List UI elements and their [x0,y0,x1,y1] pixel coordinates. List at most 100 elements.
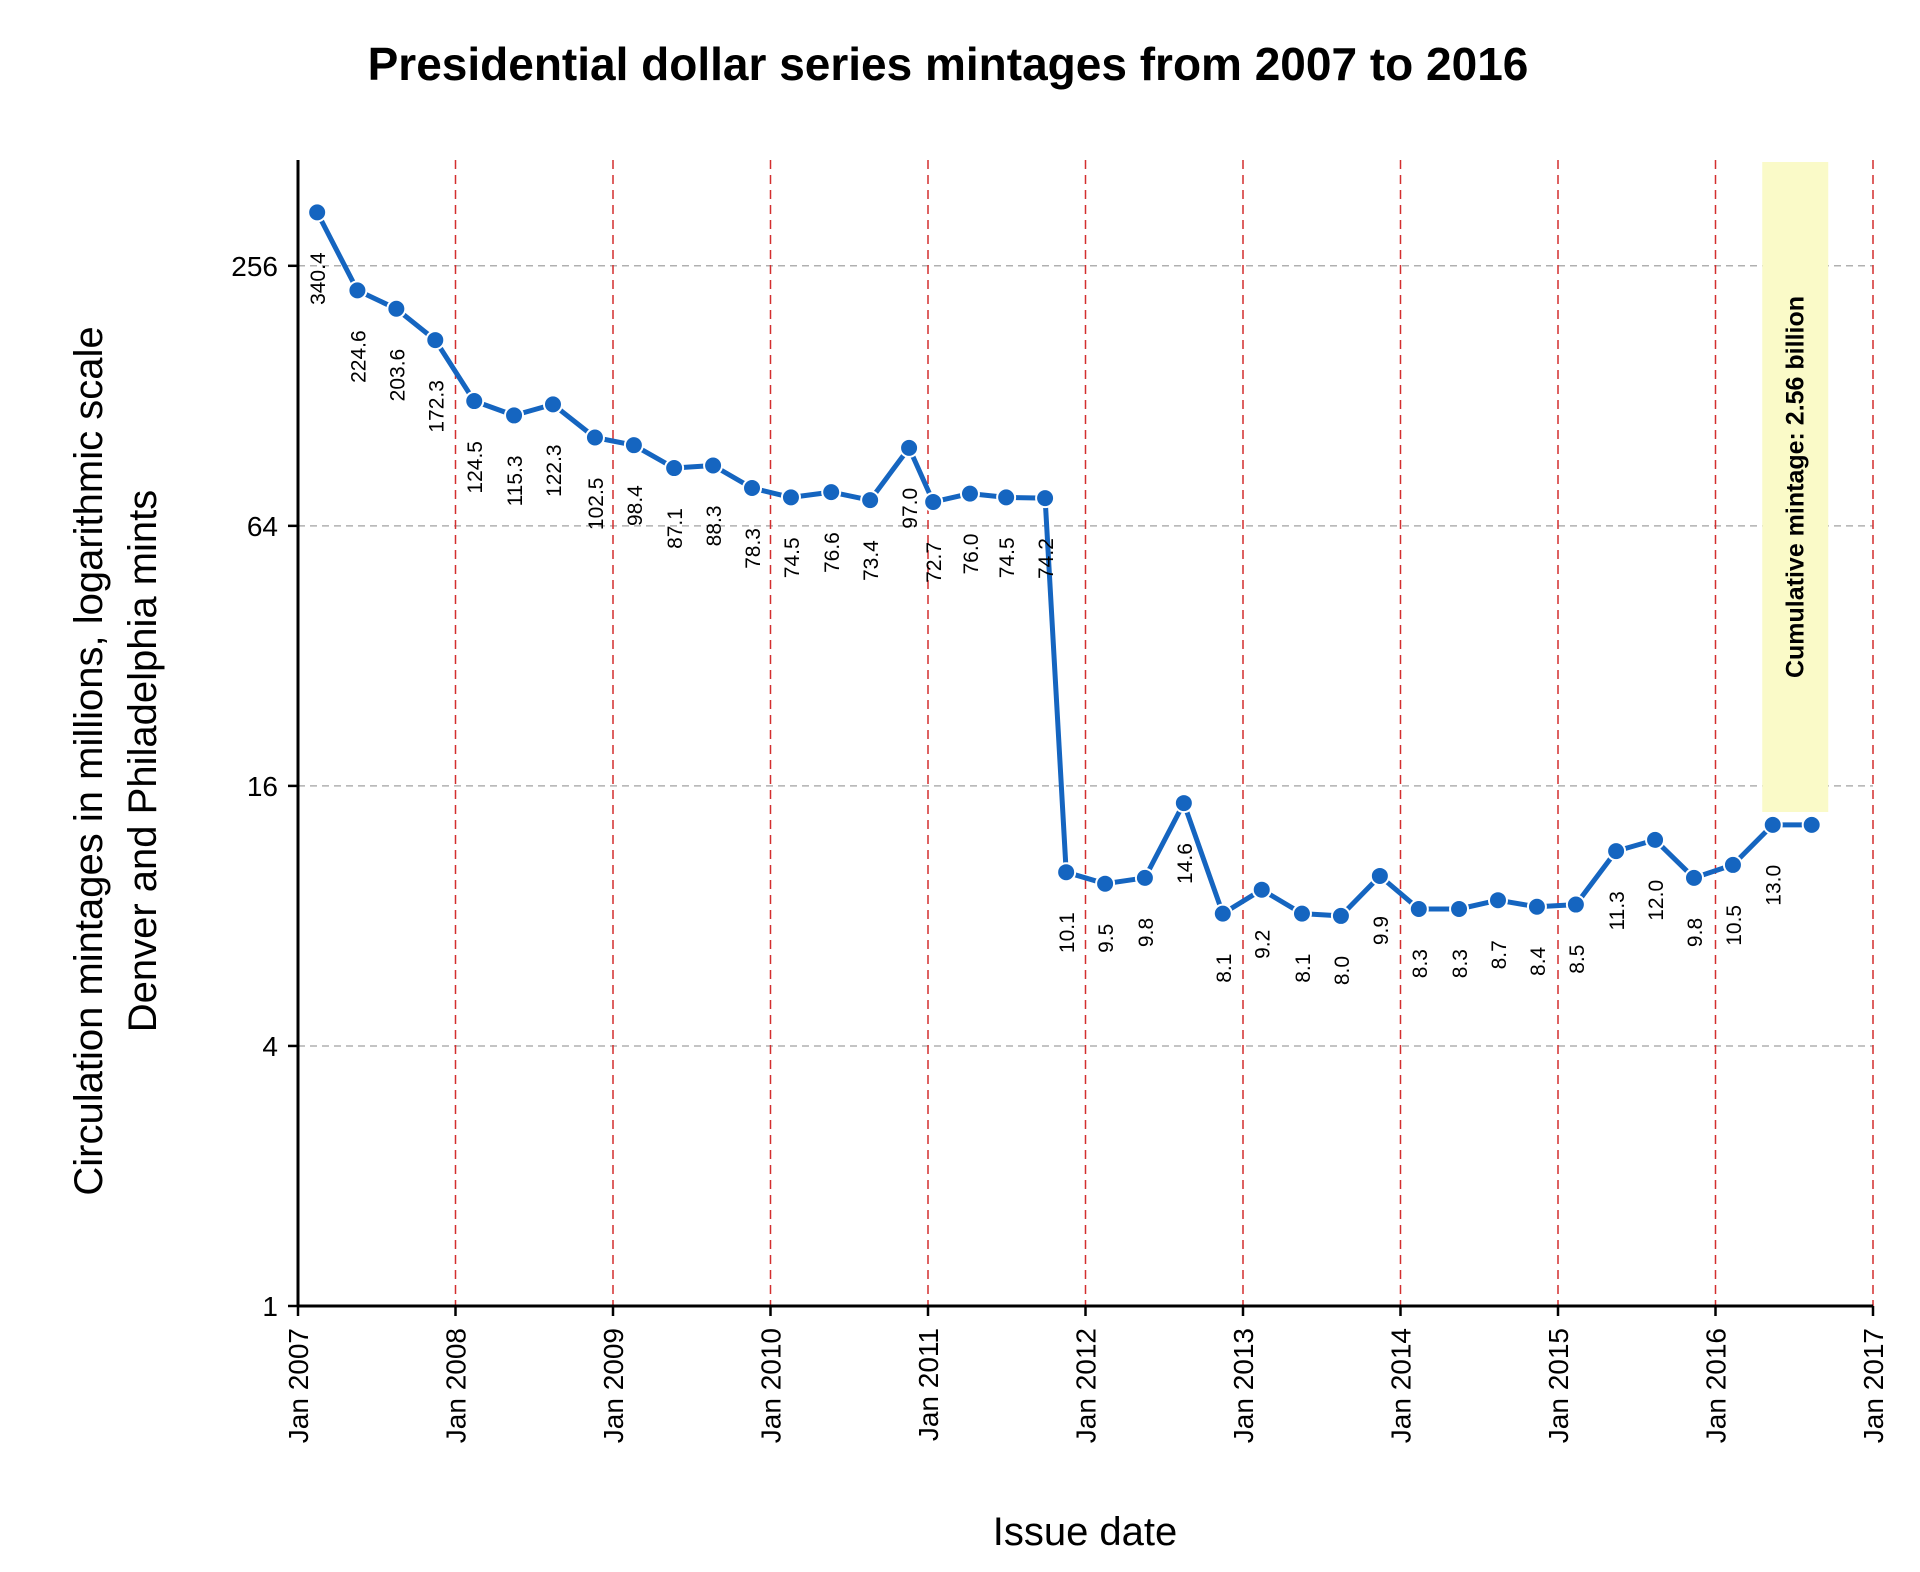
data-point [1134,867,1155,888]
note-box [1762,162,1829,812]
y-axis-title-line-2: Denver and Philadelphia mints [121,490,165,1033]
x-tick-label: Jan 2014 [1386,1328,1417,1443]
data-point [504,405,525,426]
data-label: 88.3 [703,505,726,546]
data-label: 340.4 [307,252,330,305]
data-label: 76.0 [960,534,983,575]
data-label: 14.6 [1174,843,1197,884]
data-label: 13.0 [1763,865,1786,906]
y-axis-title-line-1: Circulation mintages in millions, logari… [67,326,111,1195]
data-label: 87.1 [664,508,687,549]
data-label: 98.4 [624,485,647,526]
data-label: 10.5 [1723,905,1746,946]
data-label: 8.3 [1409,949,1432,978]
data-point [1762,814,1783,835]
data-point [307,202,328,223]
x-tick-label: Jan 2016 [1701,1328,1732,1443]
data-label: 102.5 [585,478,608,531]
data-point [664,458,685,479]
data-label: 9.5 [1095,924,1118,953]
data-point [1291,903,1312,924]
data-point [899,437,920,458]
data-label: 11.3 [1606,891,1629,930]
data-point [1035,488,1056,509]
data-point [1095,873,1116,894]
data-point [1722,854,1743,875]
data-point [1645,829,1666,850]
chart-title: Presidential dollar series mintages from… [368,38,1529,90]
data-point [742,478,763,499]
data-point [1056,862,1077,883]
data-point [996,487,1017,508]
tick-labels: 1 4 16 64 256 Jan 2007 Jan 2008 Jan 2009 Jan 201… [231,251,1889,1443]
data-label: 115.3 [504,455,527,506]
data-point [780,487,801,508]
data-series [307,202,1822,926]
note-text: Cumulative mintage: 2.56 billion [1781,296,1809,678]
x-tick-label: Jan 2015 [1543,1328,1574,1443]
data-point [386,298,407,319]
data-point [959,483,980,504]
data-point [1526,896,1547,917]
data-label: 122.3 [543,444,566,497]
data-point [347,280,368,301]
data-point [623,435,644,456]
data-point [464,391,485,412]
data-label: 172.3 [425,380,448,433]
data-point [1565,894,1586,915]
data-point [1683,867,1704,888]
axes [288,160,1875,1316]
data-point [542,394,563,415]
x-tick-label: Jan 2007 [283,1328,314,1443]
data-point [1487,890,1508,911]
x-tick-label: Jan 2008 [441,1328,472,1443]
data-point [703,455,724,476]
x-tick-label: Jan 2010 [756,1328,787,1443]
data-label: 9.9 [1370,916,1393,945]
series-line [314,211,1812,919]
data-point [821,482,842,503]
data-label: 10.1 [1056,912,1079,953]
data-label: 9.2 [1252,930,1275,959]
data-point [923,491,944,512]
x-axis-title: Issue date [993,1510,1178,1554]
data-label: 97.0 [899,488,922,529]
data-label: 9.8 [1684,918,1707,947]
data-label: 76.6 [821,532,844,573]
data-label: 8.7 [1488,940,1511,969]
data-label: 224.6 [347,330,370,383]
data-label: 8.1 [1213,954,1236,983]
data-label: 8.4 [1527,946,1550,976]
y-tick-label: 1 [262,1291,278,1322]
x-tick-label: Jan 2011 [913,1328,944,1441]
grid-lines [298,160,1874,1306]
data-point [860,490,881,511]
data-point [1369,865,1390,886]
y-axis-title: Circulation mintages in millions, logari… [67,326,165,1195]
data-point [1449,899,1470,920]
y-tick-label: 256 [231,251,278,282]
data-label: 12.0 [1645,880,1668,921]
x-tick-label: Jan 2009 [598,1328,629,1443]
data-label: 8.3 [1449,949,1472,978]
data-label: 124.5 [464,441,487,494]
data-label: 73.4 [860,540,883,581]
x-tick-label: Jan 2017 [1858,1328,1889,1443]
data-labels: 340.4 224.6 203.6 172.3 124.5 115.3 122.3 102.5… [307,252,1786,985]
data-label: 78.3 [742,528,765,569]
x-tick-label: Jan 2013 [1228,1328,1259,1443]
data-point [1212,903,1233,924]
y-tick-label: 4 [262,1031,278,1062]
data-point [1173,793,1194,814]
data-point [1606,841,1627,862]
data-label: 8.5 [1566,945,1589,974]
x-tick-label: Jan 2012 [1071,1328,1102,1443]
data-label: 74.5 [781,537,804,578]
data-label: 72.7 [923,542,946,583]
data-label: 203.6 [386,349,409,402]
data-label: 74.2 [1035,538,1058,579]
data-label: 8.1 [1292,954,1315,983]
cumulative-note: Cumulative mintage: 2.56 billion [1762,162,1829,812]
data-point [1330,905,1351,926]
data-point [1251,879,1272,900]
